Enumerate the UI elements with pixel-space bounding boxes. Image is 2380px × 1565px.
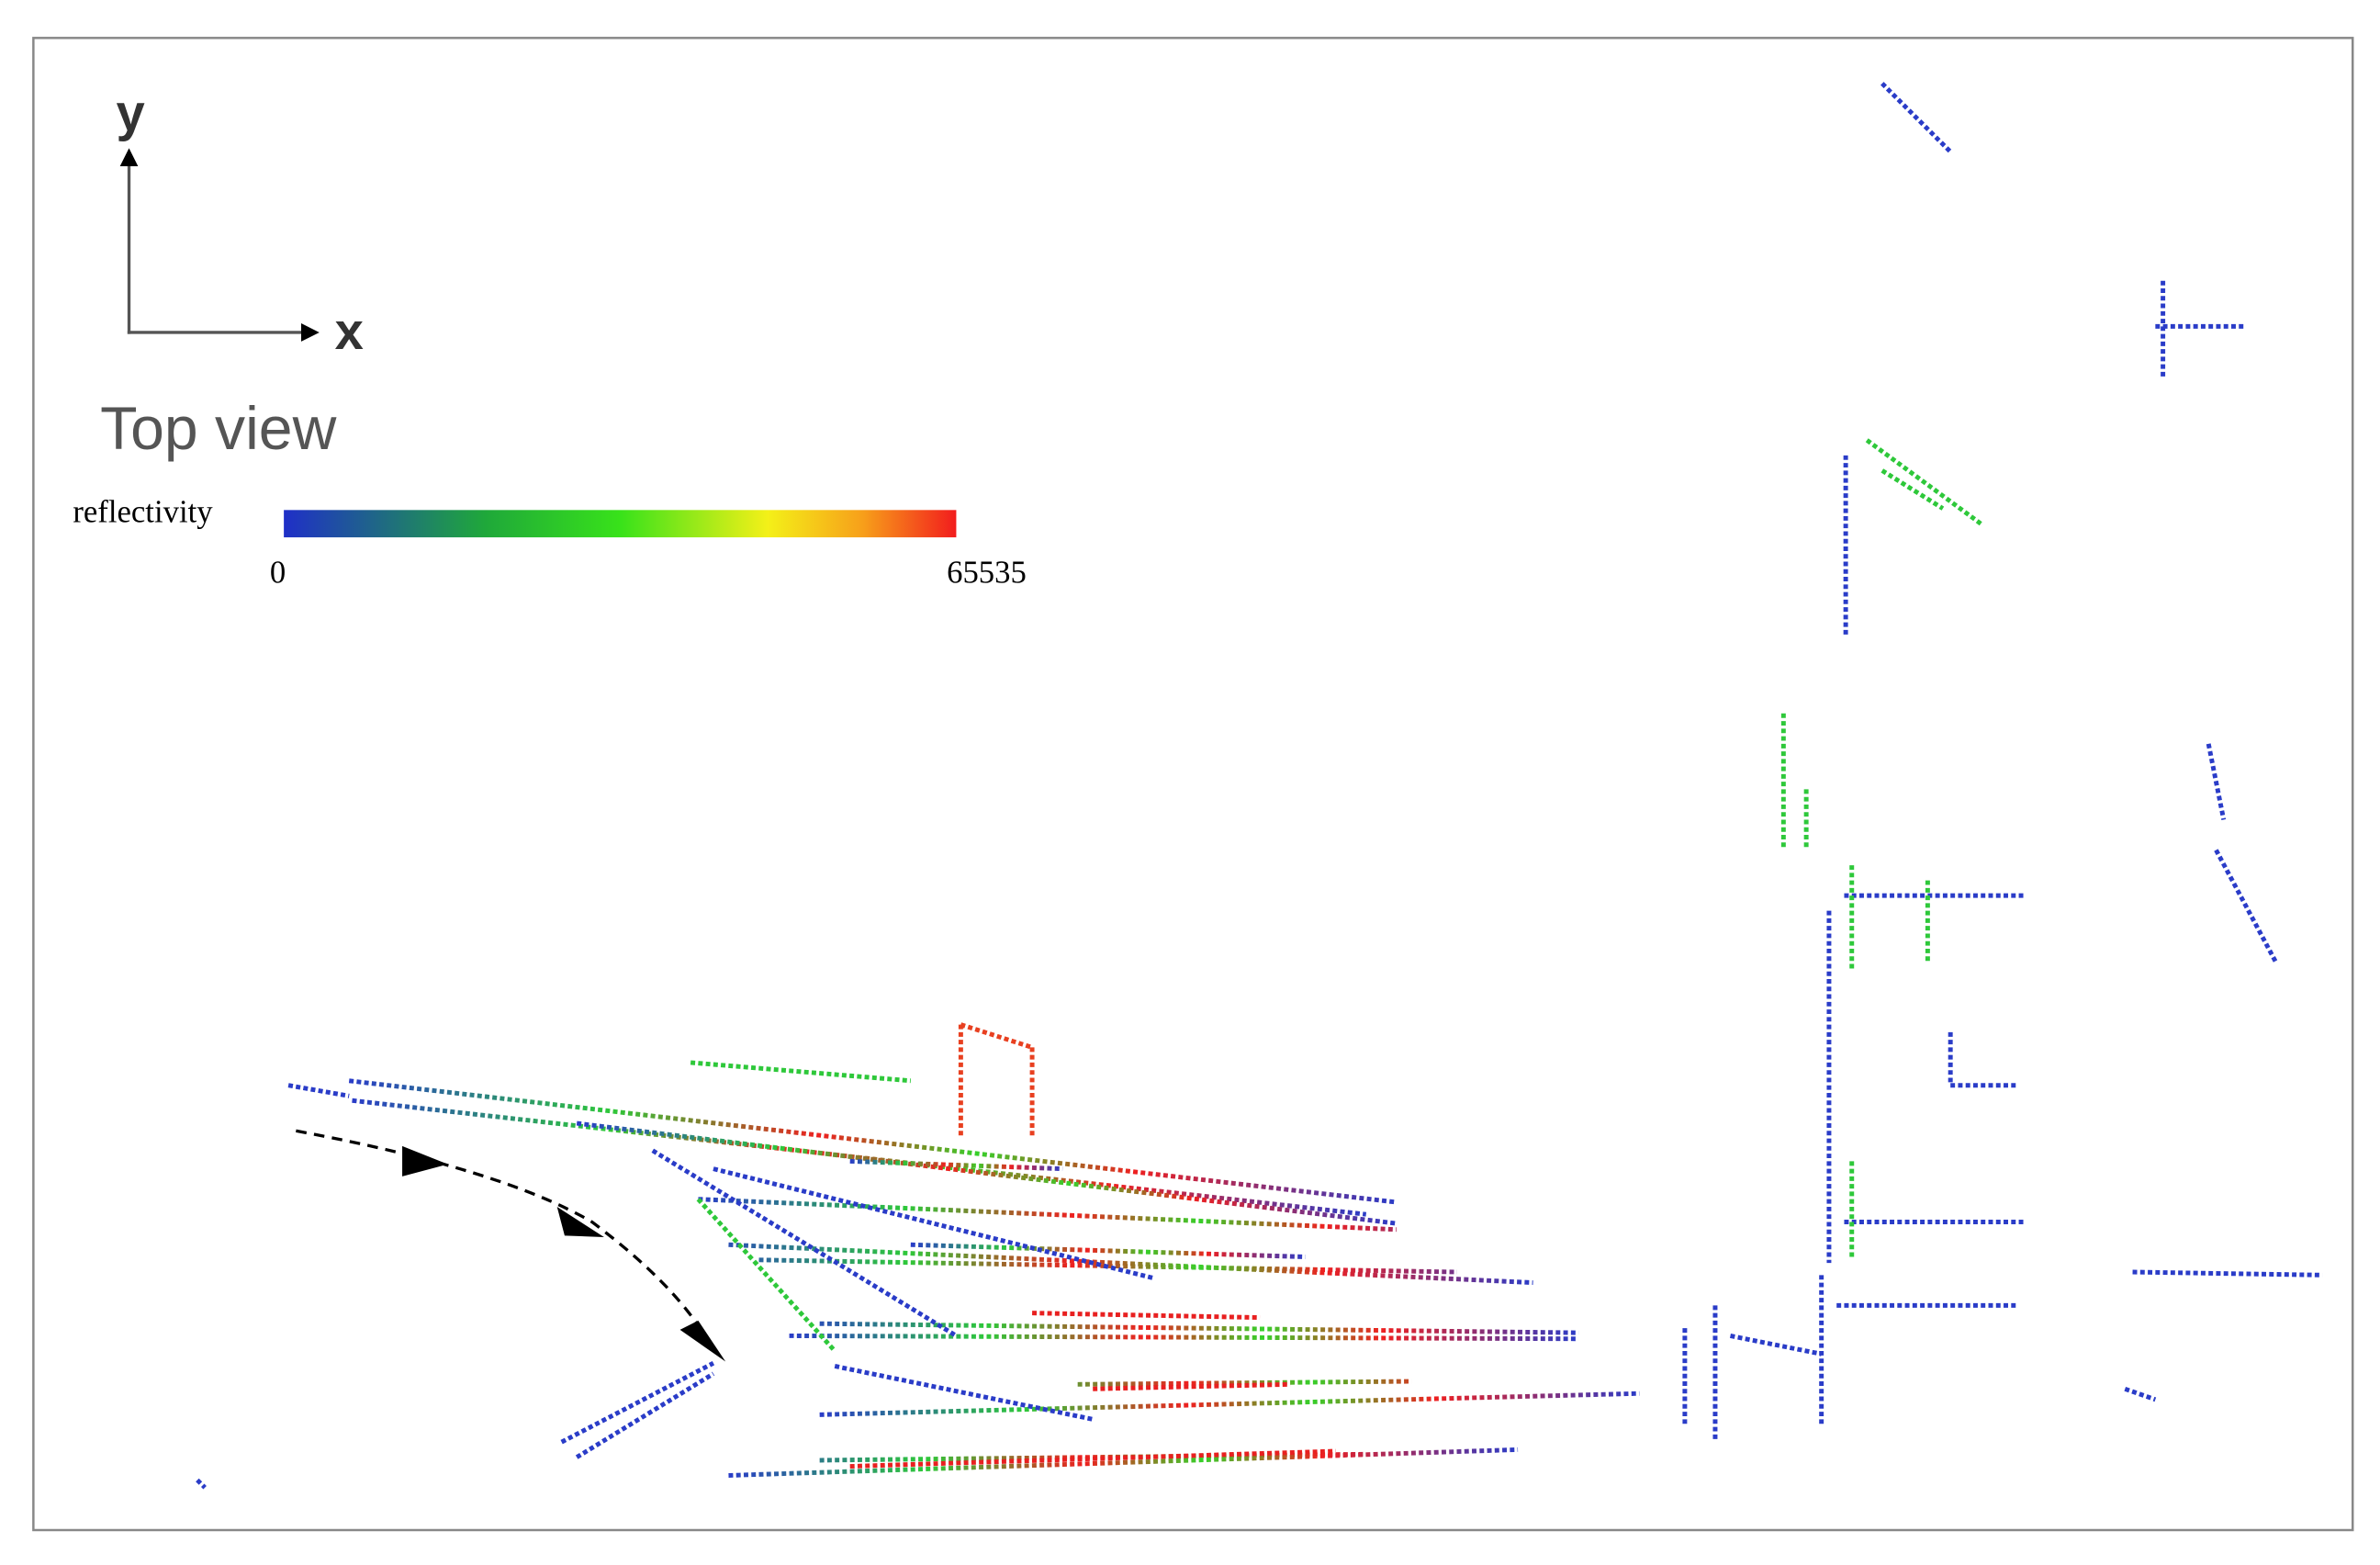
trajectory-arrow — [402, 1145, 448, 1177]
colorbar — [284, 510, 957, 538]
trajectory — [296, 1129, 715, 1352]
colorbar-label: reflectivity — [73, 494, 213, 530]
x-axis-label: x — [335, 302, 364, 360]
trajectory-arrow — [679, 1320, 726, 1362]
view-title: Top view — [100, 395, 336, 463]
colorbar-max: 65535 — [947, 555, 1027, 591]
colorbar-min: 0 — [270, 555, 286, 591]
point-cloud — [196, 82, 2323, 1490]
y-axis-label: y — [117, 84, 145, 141]
frame — [32, 37, 2354, 1532]
